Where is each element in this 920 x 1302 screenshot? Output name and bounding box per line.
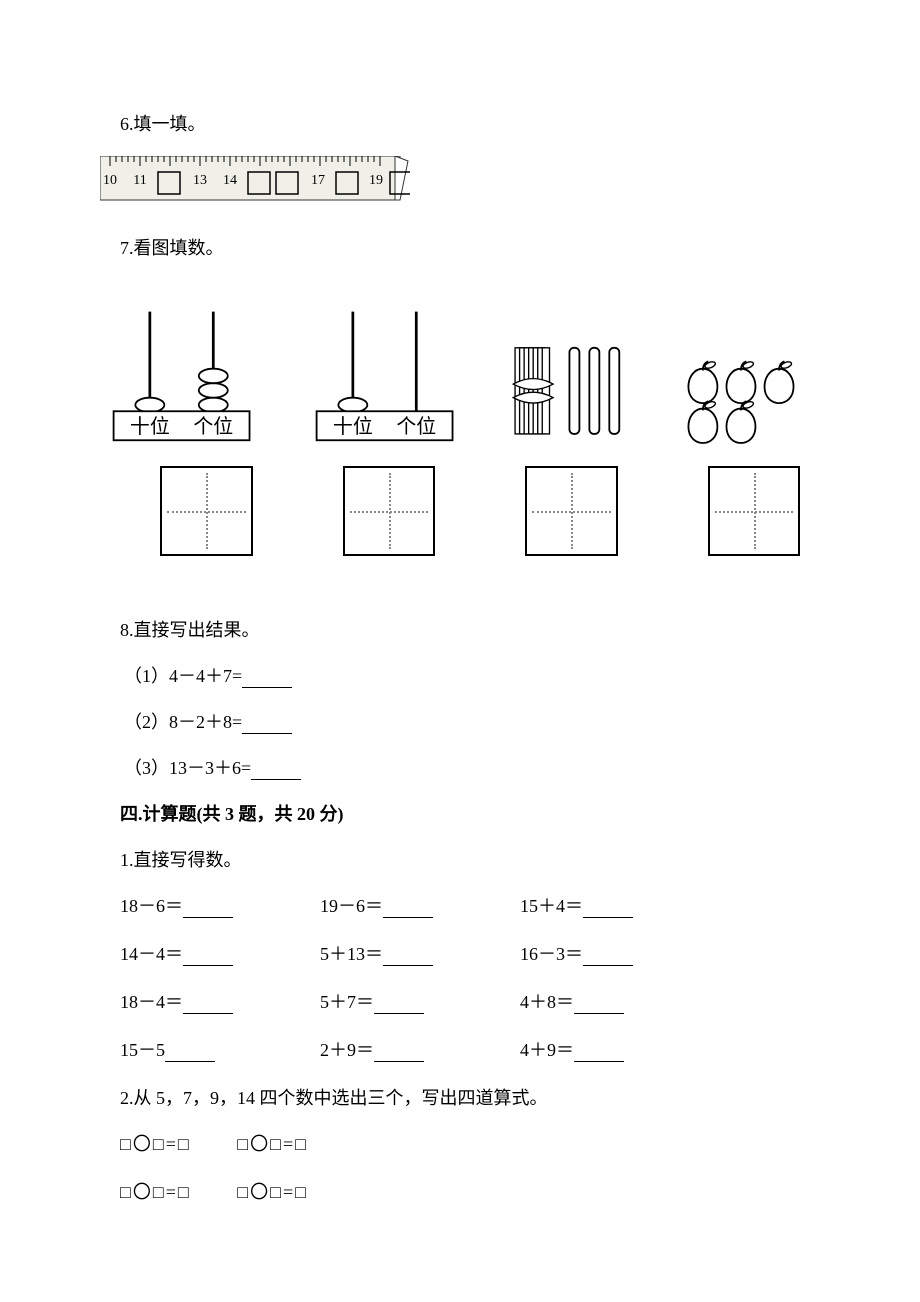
calc-row-2: 14－4＝ 5＋13＝ 16－3＝ bbox=[120, 940, 800, 966]
q6-text: 填一填。 bbox=[134, 114, 206, 134]
calc-cell: 4＋9＝ bbox=[520, 1036, 720, 1062]
blank[interactable] bbox=[583, 900, 633, 918]
calc-expr: 15＋4＝ bbox=[520, 896, 583, 916]
calc-expr: 15－5 bbox=[120, 1040, 165, 1060]
q8-item-1-expr: 4－4＋7= bbox=[169, 666, 242, 686]
q7-number: 7. bbox=[120, 238, 134, 258]
blank[interactable] bbox=[183, 996, 233, 1014]
calc-expr: 5＋13＝ bbox=[320, 944, 383, 964]
ruler-num-11: 11 bbox=[133, 173, 146, 188]
abacus1-ones: 个位 bbox=[193, 415, 233, 438]
answer-box-2[interactable] bbox=[343, 466, 436, 556]
eq-template[interactable]: □〇□=□ bbox=[120, 1178, 191, 1204]
q8-item-3-label: （3） bbox=[124, 758, 169, 778]
calc-cell: 18－6＝ bbox=[120, 892, 320, 918]
blank[interactable] bbox=[383, 948, 433, 966]
calc1-text: 直接写得数。 bbox=[134, 850, 242, 870]
calc1-number: 1. bbox=[120, 850, 134, 870]
eq-template[interactable]: □〇□=□ bbox=[120, 1130, 191, 1156]
calc-cell: 16－3＝ bbox=[520, 940, 720, 966]
blank[interactable] bbox=[574, 996, 624, 1014]
calc-cell: 18－4＝ bbox=[120, 988, 320, 1014]
calc-expr: 14－4＝ bbox=[120, 944, 183, 964]
answer-box-1[interactable] bbox=[160, 466, 253, 556]
blank[interactable] bbox=[251, 762, 301, 780]
eq-template[interactable]: □〇□=□ bbox=[237, 1130, 308, 1156]
abacus-1: 十位 个位 bbox=[100, 300, 263, 450]
calc-expr: 16－3＝ bbox=[520, 944, 583, 964]
apples bbox=[673, 300, 800, 450]
calc-cell: 5＋7＝ bbox=[320, 988, 520, 1014]
q7-title: 7.看图填数。 bbox=[120, 234, 800, 260]
calc-expr: 2＋9＝ bbox=[320, 1040, 374, 1060]
calc-expr: 5＋7＝ bbox=[320, 992, 374, 1012]
q8-number: 8. bbox=[120, 620, 134, 640]
ruler-image: 10 11 13 14 17 19 bbox=[100, 156, 800, 216]
calc-expr: 19－6＝ bbox=[320, 896, 383, 916]
calc-row-4: 15－5 2＋9＝ 4＋9＝ bbox=[120, 1036, 800, 1062]
calc-cell: 4＋8＝ bbox=[520, 988, 720, 1014]
q8-item-1: （1）4－4＋7= bbox=[124, 662, 800, 688]
calc-expr: 18－4＝ bbox=[120, 992, 183, 1012]
ruler-num-14: 14 bbox=[223, 173, 237, 188]
q8-item-3: （3）13－3＋6= bbox=[124, 754, 800, 780]
q6-title: 6.填一填。 bbox=[120, 110, 800, 136]
q7-answer-boxes bbox=[160, 466, 800, 556]
calc-row-3: 18－4＝ 5＋7＝ 4＋8＝ bbox=[120, 988, 800, 1014]
eq-line-1: □〇□=□ □〇□=□ bbox=[120, 1130, 800, 1156]
answer-box-4[interactable] bbox=[708, 466, 801, 556]
ruler-num-10: 10 bbox=[103, 173, 117, 188]
blank[interactable] bbox=[165, 1044, 215, 1062]
calc-expr: 4＋9＝ bbox=[520, 1040, 574, 1060]
blank[interactable] bbox=[574, 1044, 624, 1062]
calc2-title: 2.从 5，7，9，14 四个数中选出三个，写出四道算式。 bbox=[120, 1084, 800, 1110]
calc-cell: 15－5 bbox=[120, 1036, 320, 1062]
blank[interactable] bbox=[583, 948, 633, 966]
calc-cell: 15＋4＝ bbox=[520, 892, 720, 918]
calc2-text: 从 5，7，9，14 四个数中选出三个，写出四道算式。 bbox=[134, 1088, 548, 1108]
ruler-num-19: 19 bbox=[369, 173, 383, 188]
eq-template[interactable]: □〇□=□ bbox=[237, 1178, 308, 1204]
abacus-2: 十位 个位 bbox=[303, 300, 466, 450]
calc-expr: 4＋8＝ bbox=[520, 992, 574, 1012]
answer-box-3[interactable] bbox=[525, 466, 618, 556]
calc-expr: 18－6＝ bbox=[120, 896, 183, 916]
blank[interactable] bbox=[383, 900, 433, 918]
blank[interactable] bbox=[183, 948, 233, 966]
blank[interactable] bbox=[242, 716, 292, 734]
abacus2-ones: 个位 bbox=[396, 415, 436, 438]
sticks bbox=[506, 300, 633, 450]
calc-cell: 5＋13＝ bbox=[320, 940, 520, 966]
q8-item-2-expr: 8－2＋8= bbox=[169, 712, 242, 732]
q8-item-3-expr: 13－3＋6= bbox=[169, 758, 251, 778]
blank[interactable] bbox=[242, 670, 292, 688]
q7-images: 十位 个位 十位 个位 bbox=[100, 300, 800, 450]
q8-item-2: （2）8－2＋8= bbox=[124, 708, 800, 734]
q7-text: 看图填数。 bbox=[134, 238, 224, 258]
q8-title: 8.直接写出结果。 bbox=[120, 616, 800, 642]
eq-line-2: □〇□=□ □〇□=□ bbox=[120, 1178, 800, 1204]
q6-number: 6. bbox=[120, 114, 134, 134]
abacus2-tens: 十位 bbox=[333, 415, 373, 438]
q8-item-2-label: （2） bbox=[124, 712, 169, 732]
section4-header: 四.计算题(共 3 题，共 20 分) bbox=[120, 800, 800, 826]
ruler-num-17: 17 bbox=[311, 173, 325, 188]
calc-cell: 19－6＝ bbox=[320, 892, 520, 918]
blank[interactable] bbox=[374, 996, 424, 1014]
section4-text: 四.计算题(共 3 题，共 20 分) bbox=[120, 804, 344, 824]
q8-text: 直接写出结果。 bbox=[134, 620, 260, 640]
ruler-num-13: 13 bbox=[193, 173, 207, 188]
blank[interactable] bbox=[374, 1044, 424, 1062]
calc-cell: 14－4＝ bbox=[120, 940, 320, 966]
calc-cell: 2＋9＝ bbox=[320, 1036, 520, 1062]
blank[interactable] bbox=[183, 900, 233, 918]
q8-item-1-label: （1） bbox=[124, 666, 169, 686]
calc-row-1: 18－6＝ 19－6＝ 15＋4＝ bbox=[120, 892, 800, 918]
calc1-title: 1.直接写得数。 bbox=[120, 846, 800, 872]
calc2-number: 2. bbox=[120, 1088, 134, 1108]
abacus1-tens: 十位 bbox=[130, 415, 170, 438]
